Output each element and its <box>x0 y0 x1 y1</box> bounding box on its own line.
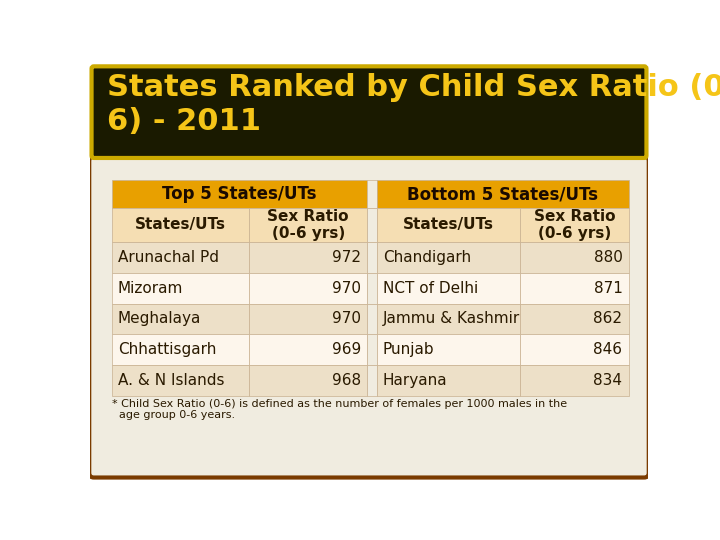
Bar <box>520 273 629 303</box>
Bar <box>367 208 377 242</box>
Text: Arunachal Pd: Arunachal Pd <box>118 250 219 265</box>
Bar <box>112 303 249 334</box>
Bar <box>520 242 629 273</box>
Text: Mizoram: Mizoram <box>118 281 184 295</box>
Bar <box>367 180 377 208</box>
Text: A. & N Islands: A. & N Islands <box>118 373 225 388</box>
Text: * Child Sex Ratio (0-6) is defined as the number of females per 1000 males in th: * Child Sex Ratio (0-6) is defined as th… <box>112 399 567 409</box>
Text: Chhattisgarh: Chhattisgarh <box>118 342 216 357</box>
FancyBboxPatch shape <box>89 157 649 477</box>
Text: 862: 862 <box>593 312 622 326</box>
Text: 970: 970 <box>332 281 361 295</box>
Text: 846: 846 <box>593 342 622 357</box>
Bar <box>112 180 367 208</box>
Bar <box>377 303 520 334</box>
FancyBboxPatch shape <box>91 66 647 158</box>
Bar <box>367 365 377 396</box>
Bar <box>377 334 520 365</box>
Bar <box>112 208 249 242</box>
Bar <box>520 334 629 365</box>
Bar <box>249 334 367 365</box>
Text: 871: 871 <box>593 281 622 295</box>
Text: Sex Ratio
(0-6 yrs): Sex Ratio (0-6 yrs) <box>267 209 349 241</box>
Text: Punjab: Punjab <box>383 342 435 357</box>
Bar <box>520 303 629 334</box>
Bar <box>112 365 249 396</box>
Text: Top 5 States/UTs: Top 5 States/UTs <box>162 185 317 203</box>
Text: age group 0-6 years.: age group 0-6 years. <box>112 410 235 420</box>
Text: 834: 834 <box>593 373 622 388</box>
Text: 970: 970 <box>332 312 361 326</box>
Bar <box>520 365 629 396</box>
Bar <box>249 208 367 242</box>
Text: 969: 969 <box>332 342 361 357</box>
Text: NCT of Delhi: NCT of Delhi <box>383 281 478 295</box>
Text: 968: 968 <box>332 373 361 388</box>
Text: 880: 880 <box>593 250 622 265</box>
Bar <box>249 273 367 303</box>
Bar <box>112 273 249 303</box>
Text: Sex Ratio
(0-6 yrs): Sex Ratio (0-6 yrs) <box>534 209 615 241</box>
Bar <box>367 273 377 303</box>
Bar <box>249 303 367 334</box>
Text: States/UTs: States/UTs <box>135 218 226 232</box>
Bar <box>520 208 629 242</box>
Bar <box>377 365 520 396</box>
Bar <box>377 208 520 242</box>
Text: Jammu & Kashmir: Jammu & Kashmir <box>383 312 521 326</box>
Bar <box>112 334 249 365</box>
Text: Meghalaya: Meghalaya <box>118 312 202 326</box>
Bar <box>367 303 377 334</box>
Text: States Ranked by Child Sex Ratio (0-
6) - 2011: States Ranked by Child Sex Ratio (0- 6) … <box>107 72 720 136</box>
Text: Bottom 5 States/UTs: Bottom 5 States/UTs <box>408 185 598 203</box>
Text: Chandigarh: Chandigarh <box>383 250 471 265</box>
Text: States/UTs: States/UTs <box>403 218 494 232</box>
Bar <box>367 334 377 365</box>
Text: Haryana: Haryana <box>383 373 448 388</box>
Bar <box>112 242 249 273</box>
Bar <box>249 365 367 396</box>
Bar <box>377 180 629 208</box>
Bar <box>249 242 367 273</box>
Text: 972: 972 <box>332 250 361 265</box>
Bar <box>377 273 520 303</box>
Bar <box>377 242 520 273</box>
Bar <box>367 242 377 273</box>
